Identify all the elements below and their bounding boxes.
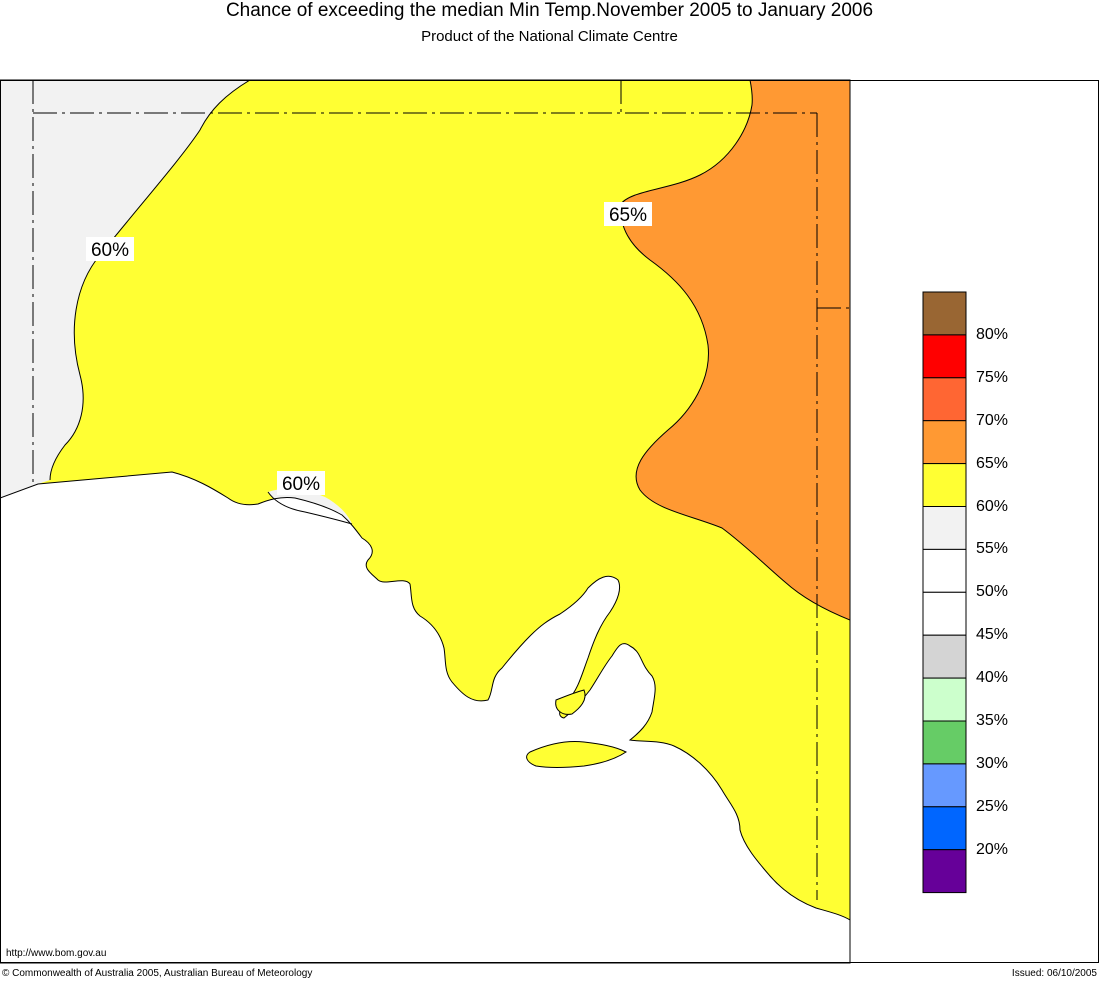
legend-color-bar xyxy=(922,291,967,894)
legend-swatch xyxy=(922,849,967,894)
legend-swatch xyxy=(922,377,967,422)
legend-label: 70% xyxy=(976,411,1009,429)
map-title: Chance of exceeding the median Min Temp.… xyxy=(225,0,874,21)
legend-swatch xyxy=(922,591,967,636)
legend-label: 30% xyxy=(976,754,1009,772)
map-subtitle: Product of the National Climate Centre xyxy=(421,28,678,45)
contour-label-bg xyxy=(604,202,652,226)
contour-label-65: 65% xyxy=(609,205,647,226)
legend-label: 40% xyxy=(976,669,1009,687)
contour-label-60-coast: 60% xyxy=(282,474,320,495)
legend-label: 75% xyxy=(976,368,1009,386)
legend-label: 80% xyxy=(976,325,1009,343)
legend-label: 50% xyxy=(976,583,1009,601)
legend-swatch xyxy=(922,506,967,550)
kangaroo-island xyxy=(526,741,627,768)
legend-label: 55% xyxy=(976,540,1009,558)
contour-label-bg xyxy=(86,237,134,261)
legend-swatch xyxy=(922,334,967,379)
legend-swatch xyxy=(922,420,967,465)
legend-swatch xyxy=(922,291,967,336)
legend-swatch xyxy=(922,677,967,722)
region-65-70-east xyxy=(620,80,850,620)
contour-label-60-west: 60% xyxy=(91,240,129,261)
legend-swatch xyxy=(922,806,967,851)
legend-swatch xyxy=(922,463,967,508)
legend-label: 65% xyxy=(976,454,1009,472)
copyright-notice: © Commonwealth of Australia 2005, Austra… xyxy=(2,968,313,979)
legend-label: 20% xyxy=(976,840,1009,858)
map-area xyxy=(0,80,850,963)
source-url: http://www.bom.gov.au xyxy=(6,948,107,959)
contour-label-group: 60% 65% 60% xyxy=(86,202,652,495)
region-55-60-west xyxy=(0,80,250,498)
legend-label: 25% xyxy=(976,797,1009,815)
contour-label-bg xyxy=(277,471,325,495)
legend-swatch xyxy=(922,634,967,679)
legend-label: 45% xyxy=(976,626,1009,644)
southern-ocean xyxy=(0,471,850,963)
contour-lines xyxy=(49,80,850,621)
legend-swatch xyxy=(922,763,967,808)
yorke-peninsula xyxy=(555,689,586,715)
legend-swatch xyxy=(922,548,967,593)
legend-label: 60% xyxy=(976,497,1009,515)
state-borders xyxy=(32,80,850,900)
issued-date: Issued: 06/10/2005 xyxy=(1011,968,1097,979)
legend-label: 35% xyxy=(976,712,1009,729)
legend-swatch xyxy=(922,720,967,765)
